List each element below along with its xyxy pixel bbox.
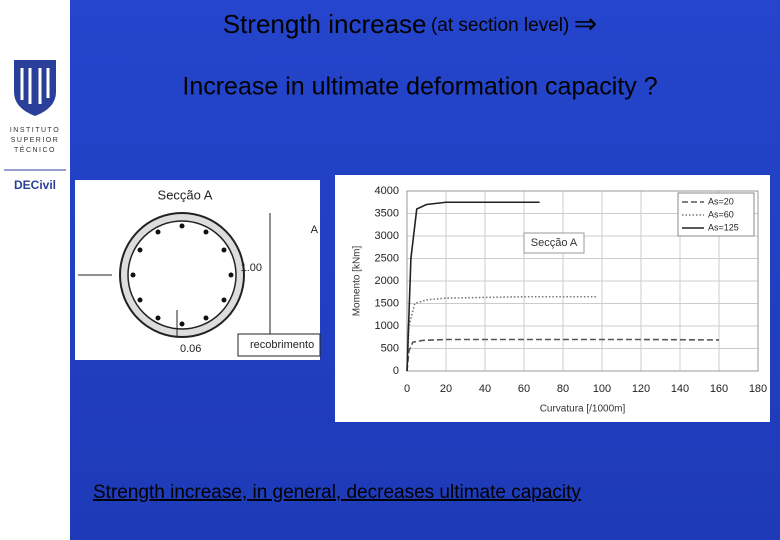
legend-box xyxy=(677,192,755,237)
x-tick-label: 60 xyxy=(518,383,530,395)
chart: 0 500 1000 1500 2000 2500 3000 3500 4000 0 20 40 60 8… xyxy=(352,185,768,415)
plot-frame xyxy=(406,190,759,372)
title-note: (at section level) xyxy=(431,15,569,36)
legend-label: As=20 xyxy=(708,196,734,206)
arrow: ⇒ xyxy=(574,8,597,39)
series-line xyxy=(406,201,540,372)
y-tick-label: 0 xyxy=(393,365,399,377)
y-tick-label: 2000 xyxy=(375,275,399,287)
cut-label: A xyxy=(311,224,319,236)
subtitle: Increase in ultimate deformation capacit… xyxy=(182,73,657,101)
annotation-box xyxy=(523,232,585,254)
rebars xyxy=(130,223,234,327)
cover-label: recobrimento xyxy=(250,339,314,351)
x-tick-label: 100 xyxy=(593,383,611,395)
legend-label: As=60 xyxy=(708,209,734,219)
x-axis-label: Curvatura [/1000m] xyxy=(540,404,626,415)
dimension-label: 1.00 xyxy=(241,262,262,274)
logo-text: SUPERIOR xyxy=(11,137,60,144)
x-tick-label: 160 xyxy=(710,383,728,395)
series-line xyxy=(406,295,597,372)
y-tick-label: 4000 xyxy=(375,185,399,197)
logo-text: INSTITUTO xyxy=(10,127,60,134)
y-tick-label: 3500 xyxy=(375,207,399,219)
section-inner xyxy=(127,220,237,330)
conclusion: Strength increase, in general, decreases… xyxy=(93,482,581,503)
x-tick-label: 0 xyxy=(404,383,410,395)
x-tick-label: 120 xyxy=(632,383,650,395)
cover-box xyxy=(237,333,321,357)
y-tick-label: 2500 xyxy=(375,252,399,264)
y-tick-label: 1000 xyxy=(375,320,399,332)
cover-dimension-label: 0.06 xyxy=(180,343,201,355)
logo-mark xyxy=(20,68,50,104)
x-tick-label: 180 xyxy=(749,383,767,395)
logo-text: TÉCNICO xyxy=(14,145,56,154)
title: Strength increase xyxy=(223,9,427,39)
title-line: Strength increase (at section level) ⇒ xyxy=(223,8,598,39)
legend-label: As=125 xyxy=(708,222,739,232)
y-tick-label: 500 xyxy=(381,342,399,354)
annotation: Secção A xyxy=(531,237,578,249)
x-tick-label: 40 xyxy=(479,383,491,395)
y-tick-label: 1500 xyxy=(375,297,399,309)
y-axis-label: Momento [kNm] xyxy=(352,245,363,316)
x-tick-label: 80 xyxy=(557,383,569,395)
section-figure: Secção A A 1.00 0.06 recobrimento xyxy=(75,180,321,360)
department: DECivil xyxy=(14,178,56,192)
figure-title: Secção A xyxy=(158,187,213,202)
logo-shield xyxy=(14,60,56,116)
y-tick-label: 3000 xyxy=(375,230,399,242)
series-line xyxy=(406,338,720,372)
x-tick-label: 20 xyxy=(440,383,452,395)
x-tick-label: 140 xyxy=(671,383,689,395)
